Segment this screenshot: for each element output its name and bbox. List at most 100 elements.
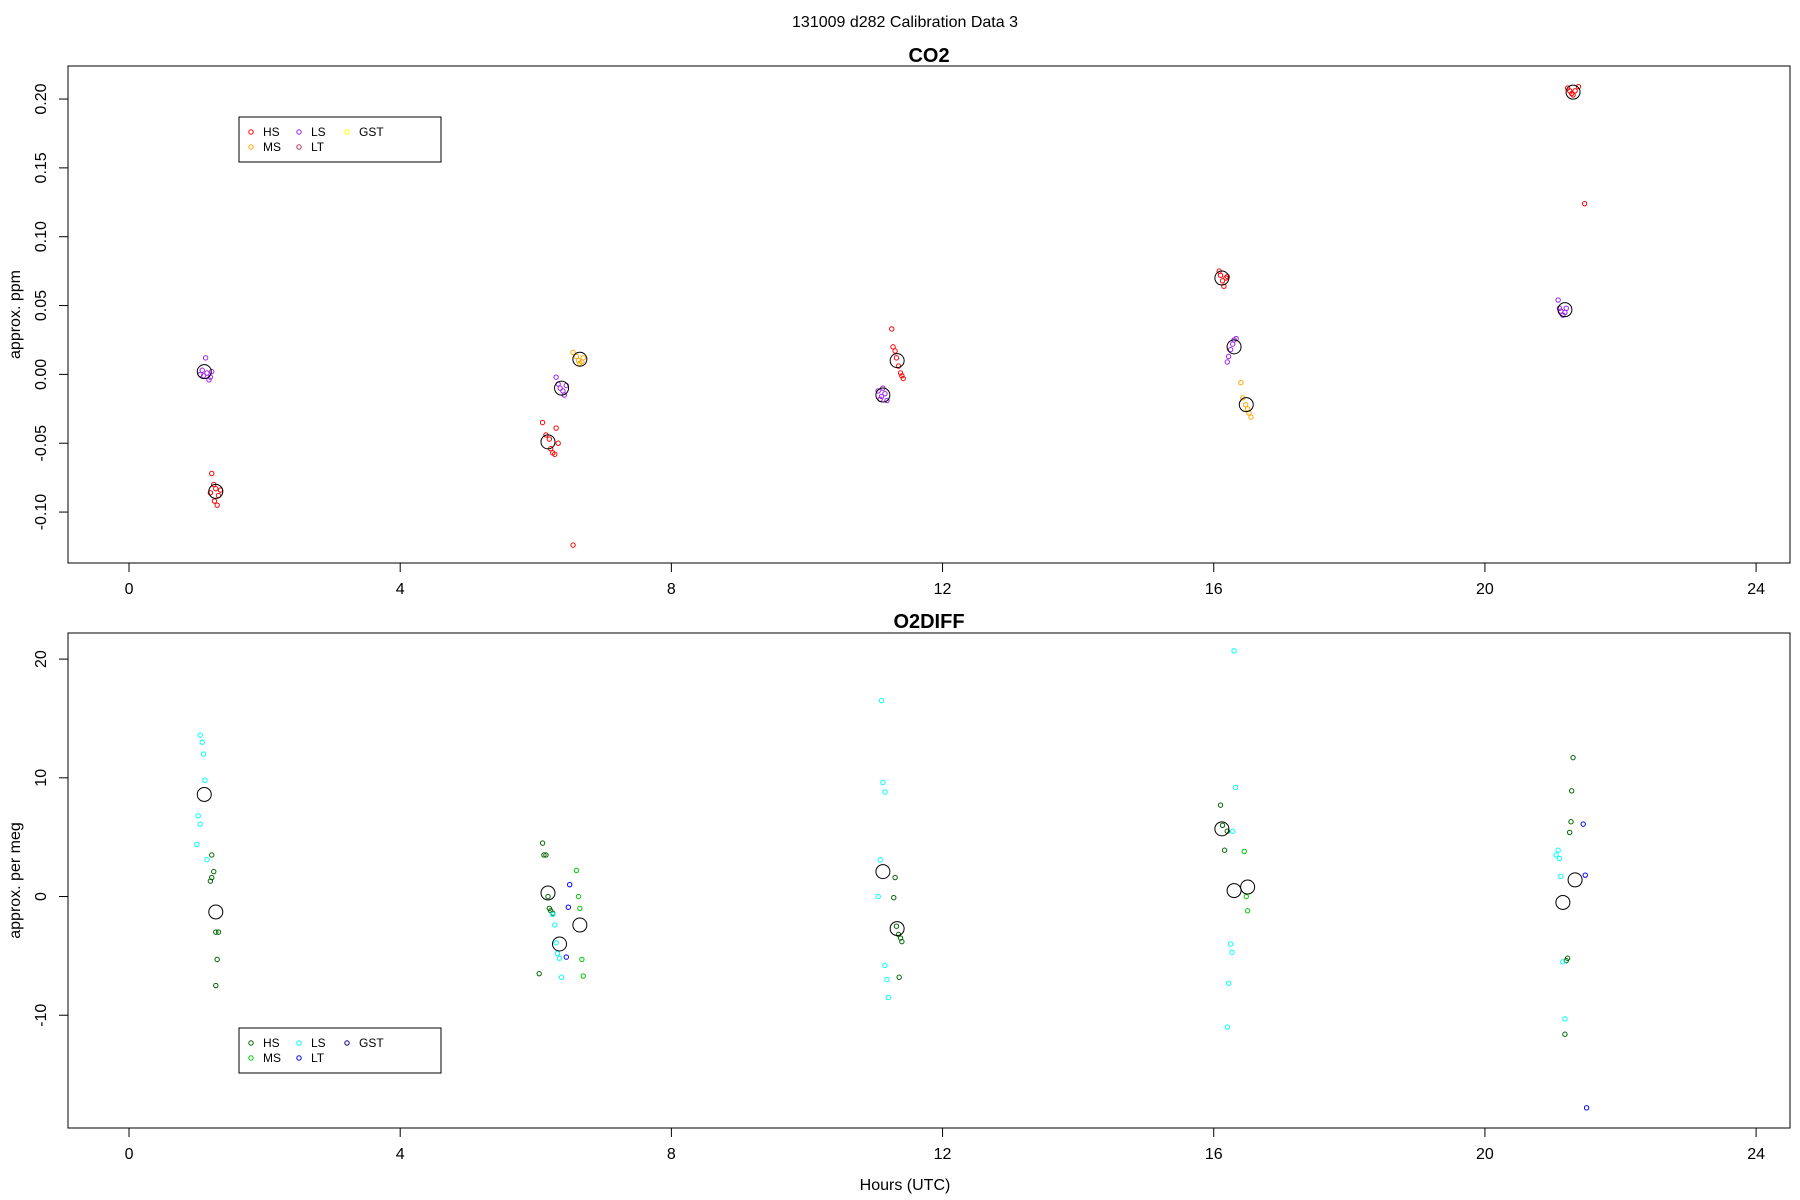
co2-x-tick-label: 24 <box>1747 581 1765 598</box>
o2diff-legend-label-gst: GST <box>359 1036 384 1050</box>
co2-point-hs <box>897 370 904 376</box>
co2-point-hs <box>892 348 898 354</box>
o2diff-point-hs <box>891 895 897 901</box>
co2-x-tick-label: 12 <box>934 581 952 598</box>
co2-point-hs <box>214 502 220 508</box>
o2diff-point-ls <box>1225 980 1232 986</box>
o2diff-point-ls <box>200 751 207 757</box>
co2-y-tick-label: -0.10 <box>33 494 50 531</box>
co2-point-ls <box>1225 353 1232 360</box>
o2diff-point-ls <box>1560 959 1566 965</box>
o2diff-point-ms <box>1243 893 1249 900</box>
o2diff-point-lt <box>563 954 569 960</box>
o2diff-point-ls <box>554 950 561 957</box>
o2diff-legend-label-ls: LS <box>311 1036 326 1050</box>
o2diff-point-ls <box>1231 648 1237 654</box>
co2-point-hs <box>1224 273 1230 280</box>
co2-point-ls <box>206 377 212 383</box>
o2diff-point-ls <box>1229 949 1235 956</box>
o2diff-point-ms <box>579 956 585 963</box>
o2diff-point-ls <box>878 697 885 704</box>
co2-mean-marker <box>540 434 556 450</box>
o2diff-legend-label-lt: LT <box>311 1051 325 1065</box>
o2diff-legend-box <box>238 1027 442 1074</box>
co2-point-hs <box>553 425 559 431</box>
co2-point-ls <box>1563 305 1569 312</box>
o2diff-point-ls <box>1558 873 1564 880</box>
o2diff-point-ls <box>199 739 205 745</box>
o2diff-mean-marker <box>196 786 212 802</box>
co2-legend-label-gst: GST <box>359 125 384 139</box>
o2diff-point-ls <box>194 841 200 847</box>
o2diff-x-tick-label: 20 <box>1476 1146 1494 1163</box>
co2-point-ms <box>573 353 580 360</box>
co2-x-tick-label: 4 <box>396 581 405 598</box>
o2diff-mean-marker <box>1555 894 1571 910</box>
o2diff-point-ls <box>1224 1024 1230 1030</box>
o2diff-point-hs <box>1217 802 1224 808</box>
o2diff-point-hs <box>539 840 546 846</box>
co2-point-hs <box>1570 92 1576 98</box>
co2-y-tick-label: 0.20 <box>33 83 50 114</box>
o2diff-y-axis-title: approx. per meg <box>7 822 24 939</box>
o2diff-point-ls <box>553 940 559 946</box>
o2diff-point-hs <box>214 956 220 963</box>
o2diff-point-ms <box>575 893 582 900</box>
o2diff-panel: O2DIFF approx. per meg 0 4 8 12 16 20 24 -10 0 10 20… <box>7 611 1791 1163</box>
o2diff-point-ls <box>885 994 892 1001</box>
o2diff-legend-symbol-lt <box>296 1055 302 1061</box>
co2-mean-marker <box>554 380 570 396</box>
co2-point-hs <box>1581 200 1588 207</box>
co2-panel-title: CO2 <box>908 45 949 67</box>
o2diff-legend-label-hs: HS <box>263 1036 280 1050</box>
co2-point-hs <box>570 542 576 548</box>
co2-point-ls <box>1227 346 1234 353</box>
co2-legend-symbol-lt <box>296 144 302 150</box>
o2diff-legend-symbol-ls <box>296 1040 302 1046</box>
o2diff-point-ls <box>1227 941 1234 947</box>
o2diff-point-hs <box>543 852 549 858</box>
o2diff-point-hs <box>541 852 547 858</box>
co2-legend-label-ms: MS <box>263 140 281 154</box>
co2-point-ms <box>580 355 586 361</box>
o2diff-y-tick-label: 10 <box>33 769 50 787</box>
o2diff-point-hs <box>536 970 542 977</box>
co2-y-tick-label: 0.10 <box>33 221 50 252</box>
co2-series-ls <box>197 297 1569 404</box>
o2diff-point-hs <box>545 893 551 900</box>
co2-legend-symbol-hs <box>248 129 254 135</box>
o2diff-point-ls <box>1562 1016 1568 1022</box>
co2-x-tick-label: 0 <box>125 581 134 598</box>
o2diff-point-lt <box>1583 1105 1590 1111</box>
co2-point-ms <box>1242 401 1249 408</box>
co2-mean-marker <box>1565 84 1581 100</box>
o2diff-point-ms <box>573 867 580 874</box>
o2diff-x-tick-label: 24 <box>1747 1146 1765 1163</box>
o2diff-point-ls <box>882 962 888 969</box>
o2diff-mean-marker <box>572 917 588 933</box>
o2diff-mean-markers <box>196 786 1583 952</box>
co2-legend-label-ls: LS <box>311 125 326 139</box>
o2diff-point-hs <box>896 974 902 980</box>
o2diff-x-tick-label: 16 <box>1205 1146 1223 1163</box>
co2-panel: CO2 approx. ppm 0 4 8 12 16 20 24 -0.10 -0.05 0.00 0… <box>7 45 1791 598</box>
co2-mean-marker <box>208 483 224 499</box>
co2-point-ls <box>884 397 890 404</box>
co2-point-hs <box>889 326 895 332</box>
o2diff-point-ls <box>880 779 886 786</box>
o2diff-mean-marker <box>552 936 568 952</box>
o2diff-point-ls <box>558 974 565 980</box>
o2diff-legend-symbol-gst <box>344 1040 350 1046</box>
o2diff-point-hs <box>1562 1031 1568 1037</box>
o2diff-x-tick-label: 0 <box>125 1146 134 1163</box>
o2diff-point-hs <box>1568 819 1574 825</box>
co2-mean-marker <box>1557 302 1573 318</box>
co2-point-hs <box>893 355 900 361</box>
co2-point-ls <box>553 374 559 380</box>
o2diff-mean-marker <box>889 921 905 937</box>
co2-mean-marker <box>1226 339 1242 355</box>
co2-point-ls <box>882 390 888 397</box>
o2diff-point-ls <box>202 777 208 783</box>
